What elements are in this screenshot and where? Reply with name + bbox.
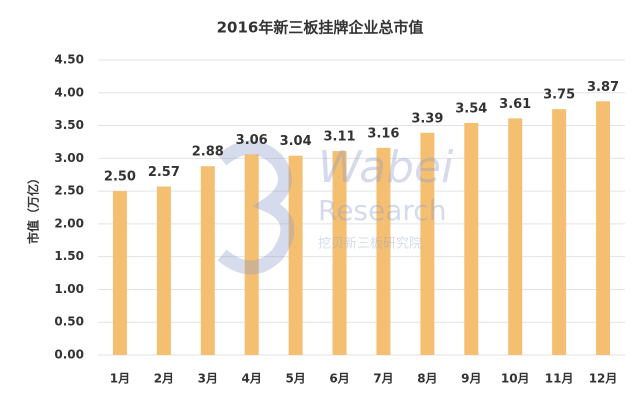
watermark: Wabei Research 挖贝新三板研究院 [217,140,454,275]
value-label: 3.16 [367,126,399,141]
bar [596,101,611,355]
bar [332,151,347,355]
value-label: 3.04 [280,134,312,149]
bar [156,186,171,355]
bar [508,118,523,355]
value-label: 2.57 [148,165,180,180]
bar [376,147,391,355]
x-tick-label: 9月 [461,372,481,386]
chart-title: 2016年新三板挂牌企业总市值 [217,19,424,37]
value-label: 2.88 [192,145,224,160]
watermark-text: Research [318,194,446,227]
y-tick-label: 3.50 [54,118,84,132]
value-label: 3.61 [499,97,531,112]
bar [464,122,479,355]
bar [244,154,259,355]
value-label: 2.50 [104,170,136,185]
x-tick-label: 8月 [417,372,437,386]
watermark-logo [217,140,295,275]
y-tick-label: 4.00 [54,85,84,99]
y-tick-label: 3.00 [54,151,84,165]
watermark-text: Wabei [318,142,454,193]
x-tick-label: 6月 [329,372,349,386]
bar [288,155,303,355]
y-tick-label: 4.50 [54,53,84,67]
value-label: 3.39 [411,111,443,126]
bar [552,109,567,356]
x-tick-label: 4月 [242,372,262,386]
y-tick-label: 0.50 [54,315,84,329]
y-tick-label: 2.50 [54,184,84,198]
x-tick-label: 10月 [501,372,530,386]
value-label: 3.11 [324,130,356,145]
value-label: 3.06 [236,133,268,148]
y-axis-label: 市值（万亿） [26,172,41,244]
x-tick-label: 7月 [373,372,393,386]
x-tick-label: 2月 [154,372,174,386]
y-tick-label: 0.00 [54,348,84,362]
y-tick-label: 2.00 [54,216,84,230]
value-label: 3.87 [587,80,619,95]
value-label: 3.54 [455,101,487,116]
value-label: 3.75 [543,88,575,103]
x-tick-label: 3月 [198,372,218,386]
x-tick-label: 1月 [110,372,130,386]
x-tick-label: 5月 [285,372,305,386]
x-tick-label: 12月 [589,372,618,386]
y-tick-label: 1.00 [54,282,84,296]
bar [420,132,435,355]
x-tick-label: 11月 [545,372,574,386]
bar [112,191,127,355]
bar [200,166,215,355]
watermark-text: 挖贝新三板研究院 [318,236,422,252]
y-tick-label: 1.50 [54,249,84,263]
